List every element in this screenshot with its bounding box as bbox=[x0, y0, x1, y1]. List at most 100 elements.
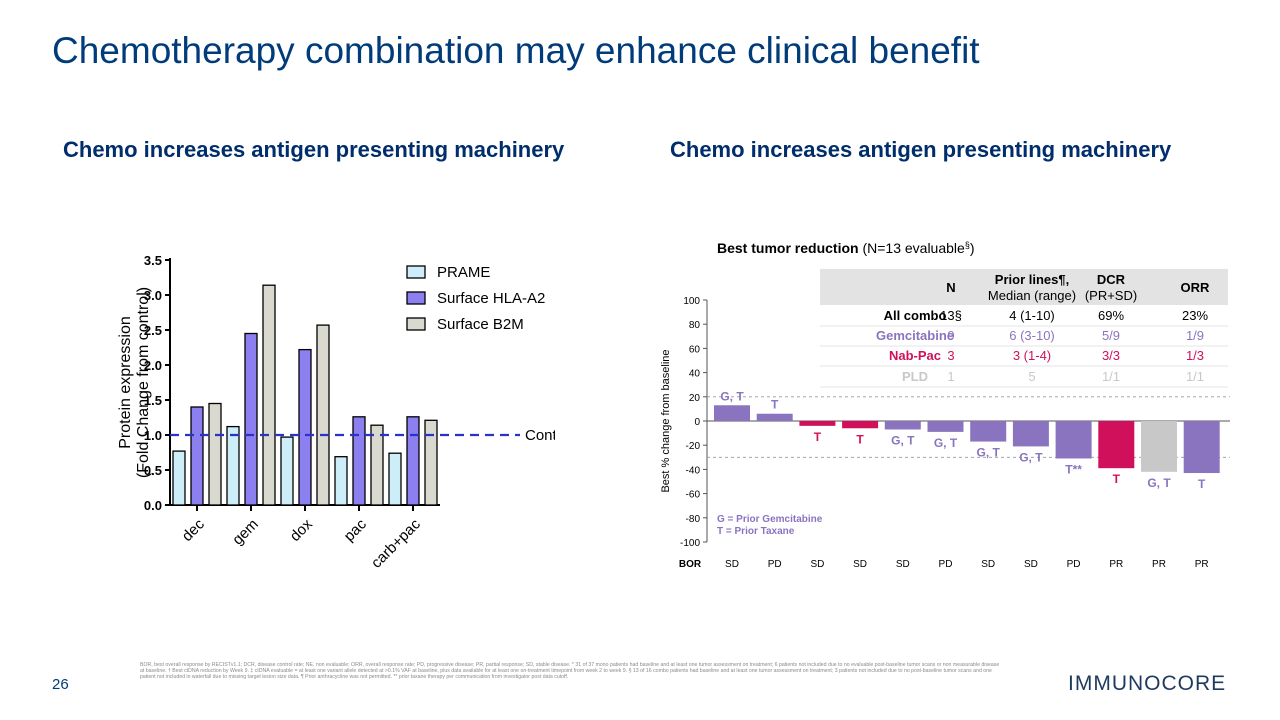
bar-annotation: T bbox=[1198, 477, 1206, 491]
waterfall-bar-nab bbox=[799, 421, 836, 426]
slide-title: Chemotherapy combination may enhance cli… bbox=[52, 30, 980, 71]
table-header-cell: N bbox=[946, 280, 955, 295]
legend-text: G = Prior Gemcitabine bbox=[717, 514, 823, 525]
bar-annotation: G, T bbox=[977, 446, 1001, 460]
y-tick-label: -80 bbox=[686, 514, 701, 525]
table-cell: 1/3 bbox=[1186, 348, 1204, 363]
y-tick-label: 40 bbox=[689, 369, 701, 380]
y-tick-label: 3.0 bbox=[144, 288, 162, 303]
waterfall-bar-gem bbox=[756, 413, 793, 421]
waterfall-bar-gem bbox=[1012, 421, 1049, 447]
y-tick-label: 2.5 bbox=[144, 323, 162, 338]
bor-axis-label: BOR bbox=[679, 559, 702, 570]
waterfall-title-bold: Best tumor reduction bbox=[717, 240, 859, 256]
bar-surface-b2m bbox=[208, 402, 222, 506]
waterfall-title-close: ) bbox=[970, 240, 975, 256]
y-tick-label: 0.5 bbox=[144, 463, 162, 478]
table-cell: Gemcitabine bbox=[876, 328, 954, 343]
bar-prame bbox=[172, 450, 186, 506]
table-cell: PLD bbox=[902, 369, 928, 384]
bar-annotation: T** bbox=[1065, 463, 1082, 477]
bor-label: PD bbox=[939, 559, 953, 570]
y-tick-label: 3.5 bbox=[144, 253, 162, 268]
bar-surface-hla-a2 bbox=[244, 332, 258, 506]
y-tick-label: 80 bbox=[689, 320, 701, 331]
y-tick-label: 1.0 bbox=[144, 428, 162, 443]
control-label: Control bbox=[525, 427, 555, 444]
legend-swatch bbox=[406, 265, 426, 279]
table-header-background bbox=[820, 269, 1228, 305]
table-header-cell: DCR bbox=[1097, 272, 1126, 287]
page-number: 26 bbox=[52, 676, 69, 693]
bar-surface-b2m bbox=[316, 324, 330, 506]
bor-label: PD bbox=[1067, 559, 1081, 570]
table-cell: 3/3 bbox=[1102, 348, 1120, 363]
legend-box bbox=[711, 507, 839, 539]
bar-surface-hla-a2 bbox=[190, 406, 204, 506]
waterfall-bar-gem bbox=[927, 421, 964, 432]
table-header-cell: Median (range) bbox=[988, 288, 1076, 303]
waterfall-bar-gem bbox=[1183, 421, 1220, 474]
y-tick-label: -20 bbox=[686, 441, 701, 452]
table-cell: 5/9 bbox=[1102, 328, 1120, 343]
waterfall-bar-nab bbox=[1098, 421, 1135, 469]
y-tick-label: 0.0 bbox=[144, 498, 162, 513]
table-cell: 23% bbox=[1182, 308, 1208, 323]
bor-label: PD bbox=[768, 559, 782, 570]
legend-swatch bbox=[406, 317, 426, 331]
bar-prame bbox=[334, 456, 348, 506]
table-cell: 1/1 bbox=[1186, 369, 1204, 384]
bar-annotation: G, T bbox=[891, 433, 915, 447]
x-tick-label: dox bbox=[287, 515, 316, 544]
bar-annotation: T bbox=[1113, 472, 1121, 486]
table-cell: 4 (1-10) bbox=[1009, 308, 1055, 323]
x-tick-label: dec bbox=[179, 515, 208, 544]
y-tick-label: 2.0 bbox=[144, 358, 162, 373]
footnote: BOR, best overall response by RECISTv1.1… bbox=[140, 662, 1000, 681]
bor-label: SD bbox=[896, 559, 910, 570]
y-tick-label: 60 bbox=[689, 344, 701, 355]
waterfall-bar-gem bbox=[884, 421, 921, 430]
bar-prame bbox=[226, 425, 240, 506]
waterfall-bar-gem bbox=[970, 421, 1007, 442]
bar-annotation: T bbox=[814, 430, 822, 444]
bar-prame bbox=[388, 452, 402, 506]
left-subtitle: Chemo increases antigen presenting machi… bbox=[63, 137, 565, 162]
bar-surface-hla-a2 bbox=[406, 416, 420, 506]
y-tick-label: -40 bbox=[686, 465, 701, 476]
y-axis-title: Best % change from baseline bbox=[660, 349, 672, 492]
table-cell: 1/9 bbox=[1186, 328, 1204, 343]
table-cell: 6 (3-10) bbox=[1009, 328, 1055, 343]
waterfall-title-rest: (N=13 evaluable bbox=[859, 240, 965, 256]
bar-annotation: T bbox=[771, 398, 779, 412]
table-cell: 3 (1-4) bbox=[1013, 348, 1051, 363]
bar-surface-hla-a2 bbox=[298, 348, 312, 506]
bar-surface-b2m bbox=[424, 419, 438, 506]
x-tick-label: pac bbox=[341, 515, 370, 544]
waterfall-title: Best tumor reduction (N=13 evaluable§) bbox=[717, 240, 975, 256]
table-cell: 1 bbox=[947, 369, 954, 384]
bar-annotation: G, T bbox=[1147, 476, 1171, 490]
bor-label: SD bbox=[981, 559, 995, 570]
bar-surface-b2m bbox=[370, 424, 384, 506]
waterfall-bar-gem bbox=[1055, 421, 1092, 459]
tumor-reduction-waterfall-chart: Best tumor reduction (N=13 evaluable§)10… bbox=[660, 240, 1230, 570]
table-header-cell: ORR bbox=[1181, 280, 1211, 295]
table-cell: 1/1 bbox=[1102, 369, 1120, 384]
y-tick-label: 100 bbox=[683, 296, 700, 307]
waterfall-bar-nab bbox=[842, 421, 879, 429]
table-cell: 69% bbox=[1098, 308, 1124, 323]
y-axis-title-line1: Protein expression bbox=[117, 316, 134, 449]
x-tick-label: gem bbox=[229, 516, 262, 549]
y-tick-label: 0 bbox=[694, 417, 700, 428]
bar-annotation: G, T bbox=[934, 436, 958, 450]
bor-label: SD bbox=[725, 559, 739, 570]
legend-text: T = Prior Taxane bbox=[717, 526, 795, 537]
right-subtitle: Chemo increases antigen presenting machi… bbox=[670, 137, 1172, 162]
y-tick-label: -60 bbox=[686, 490, 701, 501]
bar-surface-hla-a2 bbox=[352, 416, 366, 506]
waterfall-bar-pld bbox=[1141, 421, 1177, 472]
bor-label: SD bbox=[810, 559, 824, 570]
table-cell: 13§ bbox=[940, 308, 962, 323]
table-cell: All combo bbox=[884, 308, 947, 323]
